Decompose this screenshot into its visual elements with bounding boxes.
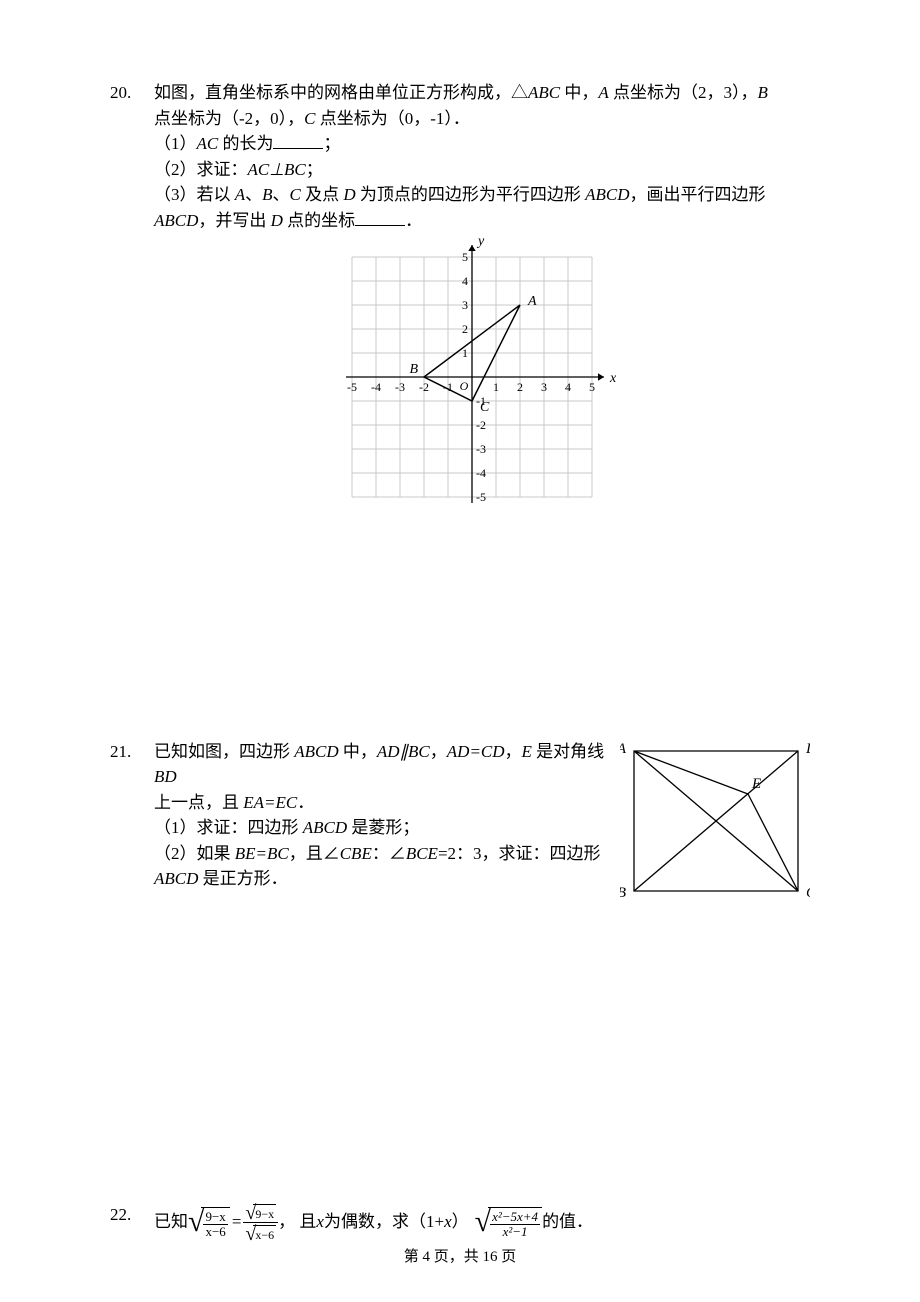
q21-sub1: （1）求证：四边形 ABCD 是菱形；: [154, 815, 610, 841]
svg-text:O: O: [460, 379, 469, 393]
blank-fill: [355, 208, 405, 226]
spacer: [110, 539, 810, 739]
problem-20: 20. 如图，直角坐标系中的网格由单位正方形构成，△ABC 中，A 点坐标为（2…: [110, 80, 810, 539]
radical-icon: √: [188, 1207, 204, 1240]
svg-text:-2: -2: [476, 418, 486, 432]
svg-text:A: A: [620, 741, 627, 757]
problem-number: 22.: [110, 1202, 154, 1243]
svg-text:-4: -4: [476, 466, 486, 480]
q20-sub3b: ABCD，并写出 D 点的坐标．: [154, 208, 810, 234]
q21-sub3: ABCD 是正方形．: [154, 866, 610, 892]
svg-text:4: 4: [462, 274, 468, 288]
sqrt-expression: √ x²−5x+4 x²−1: [475, 1205, 542, 1238]
q22-line: 已知 √ 9−x x−6 =: [154, 1202, 810, 1243]
q21-line2: 上一点，且 EA=EC．: [154, 790, 610, 816]
svg-text:C: C: [806, 885, 810, 901]
svg-text:-3: -3: [395, 380, 405, 394]
svg-text:B: B: [620, 885, 626, 901]
radical-icon: √: [245, 1203, 256, 1223]
svg-text:5: 5: [462, 250, 468, 264]
problem-body: 已知 √ 9−x x−6 =: [154, 1202, 810, 1243]
problem-21: 21. 已知如图，四边形 ABCD 中，AD∥BC，AD=CD，E 是对角线 B…: [110, 739, 810, 892]
page-footer: 第 4 页，共 16 页: [0, 1245, 920, 1266]
fraction: √9−x √x−6: [243, 1202, 278, 1243]
svg-text:A: A: [527, 294, 537, 309]
svg-text:-3: -3: [476, 442, 486, 456]
svg-text:4: 4: [565, 380, 571, 394]
q20-line2: 点坐标为（-2，0），C 点坐标为（0，-1）．: [154, 106, 810, 132]
q20-sub2: （2）求证：AC⊥BC；: [154, 157, 810, 183]
svg-text:-2: -2: [419, 380, 429, 394]
q20-sub3: （3）若以 A、B、C 及点 D 为顶点的四边形为平行四边形 ABCD，画出平行…: [154, 182, 810, 208]
problem-body: 如图，直角坐标系中的网格由单位正方形构成，△ABC 中，A 点坐标为（2，3），…: [154, 80, 810, 539]
radical-icon: √: [475, 1207, 491, 1240]
svg-text:D: D: [805, 741, 810, 757]
svg-text:-5: -5: [476, 490, 486, 504]
svg-text:2: 2: [462, 322, 468, 336]
svg-text:3: 3: [462, 298, 468, 312]
q21-line1: 已知如图，四边形 ABCD 中，AD∥BC，AD=CD，E 是对角线 BD: [154, 739, 610, 790]
svg-text:y: y: [476, 237, 485, 249]
problem-body: 已知如图，四边形 ABCD 中，AD∥BC，AD=CD，E 是对角线 BD 上一…: [154, 739, 810, 892]
q20-sub1: （1）AC 的长为；: [154, 131, 810, 157]
svg-text:5: 5: [589, 380, 595, 394]
problem-number: 20.: [110, 80, 154, 539]
q20-line1: 如图，直角坐标系中的网格由单位正方形构成，△ABC 中，A 点坐标为（2，3），…: [154, 80, 810, 106]
coordinate-grid: -5-4-3-2-112345-5-4-3-2-112345OxyABC: [332, 237, 632, 531]
svg-text:1: 1: [493, 380, 499, 394]
svg-text:x: x: [609, 371, 617, 386]
geometry-figure: A D B C E: [620, 739, 810, 905]
svg-text:-5: -5: [347, 380, 357, 394]
svg-text:2: 2: [517, 380, 523, 394]
q21-sub2: （2）如果 BE=BC，且∠CBE：∠BCE=2：3，求证：四边形: [154, 841, 610, 867]
problem-22: 22. 已知 √ 9−x x−6 =: [110, 1202, 810, 1243]
svg-text:E: E: [751, 776, 761, 792]
svg-text:3: 3: [541, 380, 547, 394]
svg-text:C: C: [480, 400, 490, 415]
svg-text:-4: -4: [371, 380, 381, 394]
spacer: [110, 892, 810, 1202]
radical-icon: √: [245, 1224, 256, 1244]
q21-figure-wrap: A D B C E: [620, 739, 810, 913]
sqrt-expression: √ 9−x x−6: [188, 1205, 230, 1238]
svg-text:B: B: [409, 362, 418, 377]
blank-fill: [273, 131, 323, 149]
q20-graph-wrap: -5-4-3-2-112345-5-4-3-2-112345OxyABC: [154, 237, 810, 539]
problem-number: 21.: [110, 739, 154, 892]
